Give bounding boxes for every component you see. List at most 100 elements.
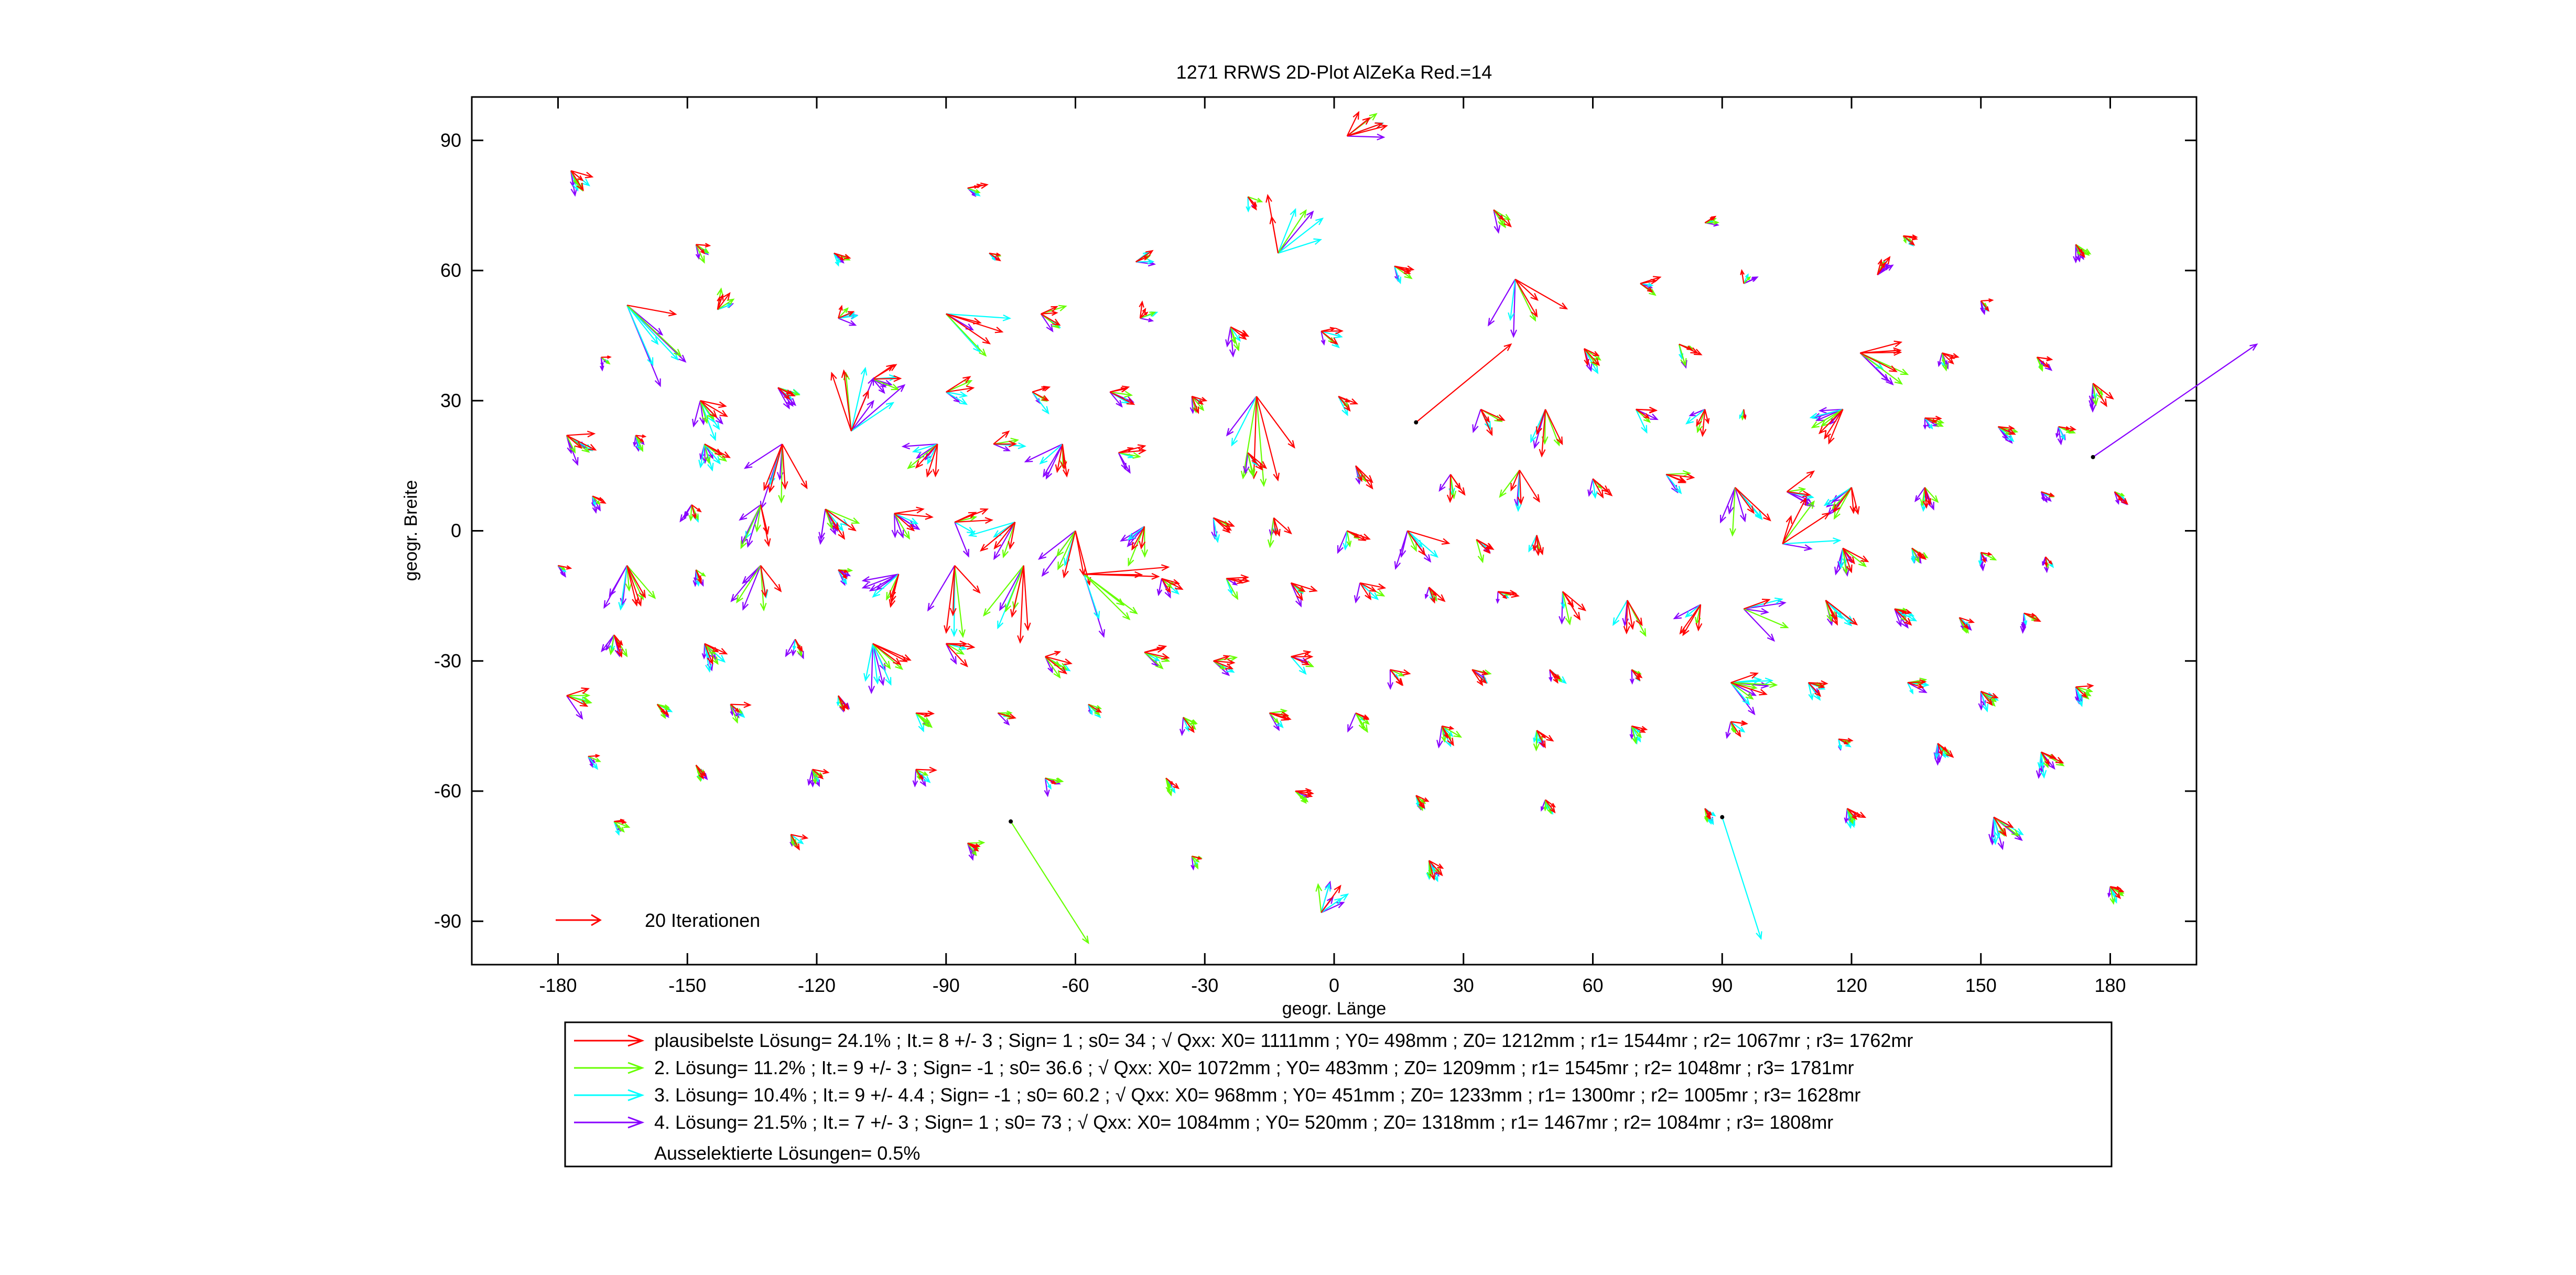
- vector-arrow: [1039, 444, 1063, 464]
- vector-arrow: [1290, 582, 1302, 608]
- vector-arrow: [954, 508, 989, 523]
- vector-arrow: [1924, 417, 1933, 430]
- vector-arrow: [927, 565, 956, 612]
- vector-arrow: [1394, 531, 1408, 570]
- vector-arrow: [603, 565, 628, 609]
- vector-cluster: [954, 508, 993, 558]
- vector-arrow: [833, 253, 841, 264]
- vector-cluster: [818, 509, 860, 545]
- x-tick-label: -150: [668, 975, 706, 996]
- vector-cluster: [838, 305, 859, 326]
- vector-arrow: [1394, 266, 1402, 285]
- vector-arrow: [1088, 704, 1093, 716]
- vector-arrow: [889, 574, 900, 608]
- vector-arrow: [1725, 721, 1731, 739]
- vector-arrow: [1689, 408, 1705, 416]
- vector-arrow: [717, 292, 731, 310]
- vector-arrow: [2044, 557, 2048, 567]
- vector-arrow: [838, 318, 857, 326]
- highlighted-vector: [1720, 815, 1762, 941]
- vector-arrow: [1295, 791, 1305, 801]
- vector-arrow: [894, 513, 911, 540]
- vector-arrow: [1536, 730, 1554, 742]
- legend-label: 2. Lösung= 11.2% ; It.= 9 +/- 3 ; Sign= …: [654, 1057, 1854, 1078]
- x-tick-label: -90: [933, 975, 960, 996]
- vector-arrow: [1248, 196, 1263, 203]
- vector-arrow: [1549, 669, 1553, 683]
- vector-arrow: [915, 712, 924, 732]
- vector-cluster: [1211, 517, 1235, 543]
- vector-arrow: [1144, 646, 1165, 653]
- vector-cluster: [945, 313, 1012, 357]
- vector-arrow: [1998, 426, 2016, 435]
- vector-arrow: [2041, 491, 2055, 497]
- vector-cluster: [946, 376, 975, 405]
- x-axis: -180 -150 -120 -90 -60 -30 0 30 60 90 120 150 180: [539, 97, 2126, 996]
- vector-arrow: [1436, 726, 1443, 749]
- vector-arrow: [993, 443, 1011, 451]
- vector-arrow: [1704, 409, 1710, 425]
- legend-entry: 4. Lösung= 21.5% ; It.= 7 +/- 3 ; Sign= …: [574, 1111, 1833, 1133]
- vector-arrow: [1631, 726, 1642, 739]
- vector-arrow: [1535, 409, 1546, 435]
- vector-arrow: [588, 754, 601, 758]
- vector-arrow: [1536, 535, 1544, 556]
- vector-arrow: [743, 444, 783, 469]
- vector-arrow: [1062, 444, 1069, 478]
- legend-entry: 3. Lösung= 10.4% ; It.= 9 +/- 4.4 ; Sign…: [574, 1084, 1860, 1106]
- legend-swatch-head: [627, 1062, 645, 1074]
- vector-arrow: [1291, 650, 1312, 657]
- vector-cluster: [1665, 470, 1695, 494]
- vector-arrow: [894, 513, 934, 520]
- vector-cluster: [599, 355, 612, 372]
- vector-arrow: [841, 369, 852, 431]
- vector-arrow: [1041, 306, 1058, 315]
- vector-arrow: [570, 170, 594, 179]
- vector-arrow: [1924, 417, 1938, 423]
- vector-arrow: [1536, 730, 1546, 749]
- vector-arrow: [1213, 655, 1230, 662]
- vector-arrow: [704, 643, 719, 665]
- vector-arrow: [1517, 470, 1524, 505]
- vector-arrow: [2114, 491, 2123, 502]
- vector-arrow: [1493, 209, 1505, 221]
- vector-cluster: [1533, 730, 1554, 752]
- vector-arrow: [698, 444, 706, 469]
- vector-cluster: [1740, 269, 1759, 284]
- vector-arrow: [1612, 600, 1628, 626]
- vector-cluster: [1476, 539, 1495, 564]
- vector-arrow: [1045, 777, 1064, 784]
- vector-arrow: [1140, 311, 1156, 319]
- vector-arrow: [1321, 330, 1343, 339]
- vector-arrow: [946, 640, 968, 647]
- vector-arrow: [2075, 244, 2084, 254]
- vector-arrow: [1894, 608, 1912, 626]
- vector-arrow: [566, 435, 583, 449]
- plot-area-frame: [471, 96, 2198, 966]
- vector-arrow: [1407, 530, 1451, 545]
- vector-origin-dot: [1414, 420, 1419, 425]
- vector-cluster: [2055, 426, 2077, 446]
- vector-arrow: [1226, 578, 1239, 600]
- vector-arrow: [1230, 326, 1250, 337]
- vector-arrow: [1295, 790, 1314, 796]
- vector-arrow: [946, 391, 968, 398]
- vector-arrow: [1842, 547, 1867, 567]
- vector-arrow: [2092, 383, 2114, 400]
- vector-arrow: [1213, 658, 1236, 666]
- vector-cluster: [1980, 298, 1994, 316]
- vector-arrow: [1911, 548, 1920, 564]
- vector-arrow: [1347, 122, 1384, 137]
- vector-cluster: [1225, 326, 1250, 358]
- vector-cluster: [679, 504, 702, 523]
- vector-arrow: [730, 565, 761, 602]
- x-tick-label: 180: [2094, 975, 2126, 996]
- vector-arrow: [1191, 396, 1204, 405]
- vector-cluster: [1493, 209, 1512, 234]
- vector-arrow: [1450, 474, 1466, 496]
- vector-arrow: [1040, 314, 1054, 333]
- vector-arrow: [1729, 487, 1737, 537]
- vector-arrow: [967, 187, 981, 193]
- vector-arrow: [730, 701, 752, 708]
- vector-arrow: [1744, 597, 1783, 610]
